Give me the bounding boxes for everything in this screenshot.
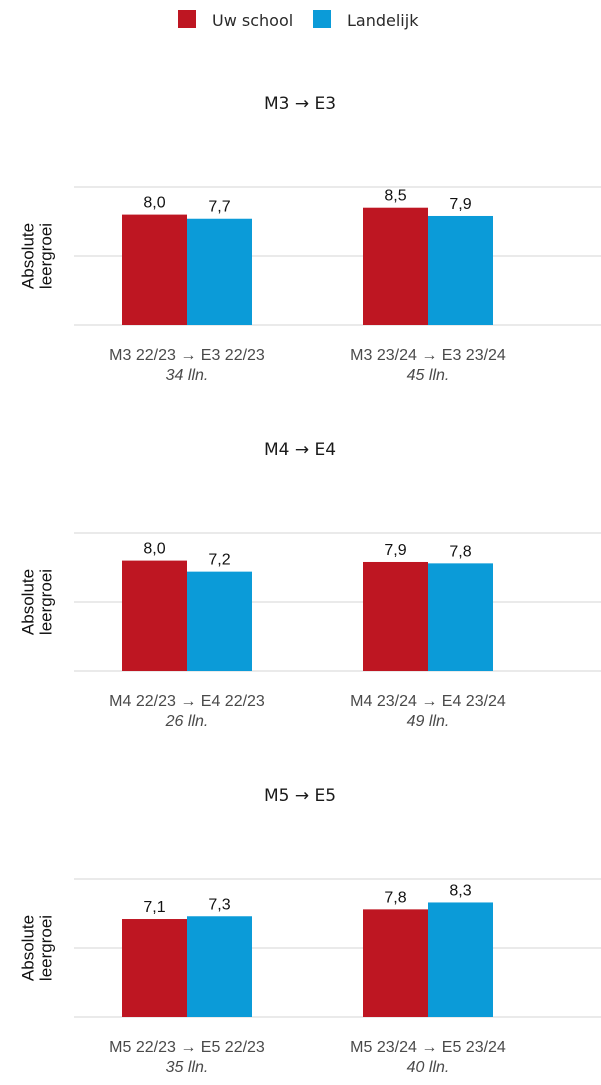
x-tick-sublabel: 26 lln. <box>165 713 209 730</box>
x-tick-label: M5 23/24 → E5 23/24 <box>350 1039 506 1056</box>
bar-national <box>187 916 252 1017</box>
bar-school <box>122 919 187 1017</box>
bar-value-label: 8,0 <box>143 195 165 212</box>
bar-value-label: 7,9 <box>384 542 406 559</box>
chart-panel: M3 → E3 Absoluteleergroei 8,0 7,7 M3 22/23 →… <box>18 94 601 384</box>
x-tick-sublabel: 45 lln. <box>407 367 450 384</box>
legend-label-national: Landelijk <box>347 11 419 30</box>
bar-value-label: 7,1 <box>143 899 165 916</box>
y-axis-label: Absoluteleergroei <box>18 223 55 289</box>
x-tick-label: M3 22/23 → E3 22/23 <box>109 347 265 364</box>
bar-school <box>363 909 428 1017</box>
legend-label-school: Uw school <box>212 11 293 30</box>
chart-panels: M3 → E3 Absoluteleergroei 8,0 7,7 M3 22/23 →… <box>18 94 601 1076</box>
bar-value-label: 7,7 <box>208 199 230 216</box>
chart-panel: M4 → E4 Absoluteleergroei 8,0 7,2 M4 22/23 →… <box>18 440 601 730</box>
bar-national <box>428 902 493 1017</box>
bar-value-label: 7,8 <box>384 889 406 906</box>
bar-value-label: 7,2 <box>208 552 230 569</box>
bar-school <box>363 561 428 671</box>
bar-school <box>122 560 187 671</box>
panel-title: M5 → E5 <box>264 786 336 806</box>
legend-swatch-school <box>178 10 196 28</box>
y-axis-label: Absoluteleergroei <box>18 915 55 981</box>
bar-value-label: 8,5 <box>384 188 406 205</box>
panel-title: M4 → E4 <box>264 440 336 460</box>
bar-value-label: 8,0 <box>143 541 165 558</box>
x-tick-sublabel: 49 lln. <box>407 713 450 730</box>
x-tick-label: M4 23/24 → E4 23/24 <box>350 693 506 710</box>
panel-title: M3 → E3 <box>264 94 336 114</box>
bar-value-label: 7,3 <box>208 896 230 913</box>
bar-value-label: 8,3 <box>449 882 471 899</box>
x-tick-sublabel: 34 lln. <box>166 367 209 384</box>
y-axis-label: Absoluteleergroei <box>18 569 55 635</box>
chart-panel: M5 → E5 Absoluteleergroei 7,1 7,3 M5 22/23 →… <box>18 786 601 1076</box>
x-tick-sublabel: 40 lln. <box>407 1059 450 1076</box>
x-tick-label: M4 22/23 → E4 22/23 <box>109 693 265 710</box>
x-tick-label: M3 23/24 → E3 23/24 <box>350 347 506 364</box>
bar-national <box>187 218 252 325</box>
bar-value-label: 7,9 <box>449 196 471 213</box>
x-tick-sublabel: 35 lln. <box>166 1059 209 1076</box>
bar-national <box>187 571 252 671</box>
legend: Uw school Landelijk <box>178 10 419 30</box>
bar-national <box>428 215 493 325</box>
bar-value-label: 7,8 <box>449 543 471 560</box>
legend-swatch-national <box>313 10 331 28</box>
x-tick-label: M5 22/23 → E5 22/23 <box>109 1039 265 1056</box>
bar-school <box>363 207 428 325</box>
bar-national <box>428 563 493 671</box>
bar-school <box>122 214 187 325</box>
